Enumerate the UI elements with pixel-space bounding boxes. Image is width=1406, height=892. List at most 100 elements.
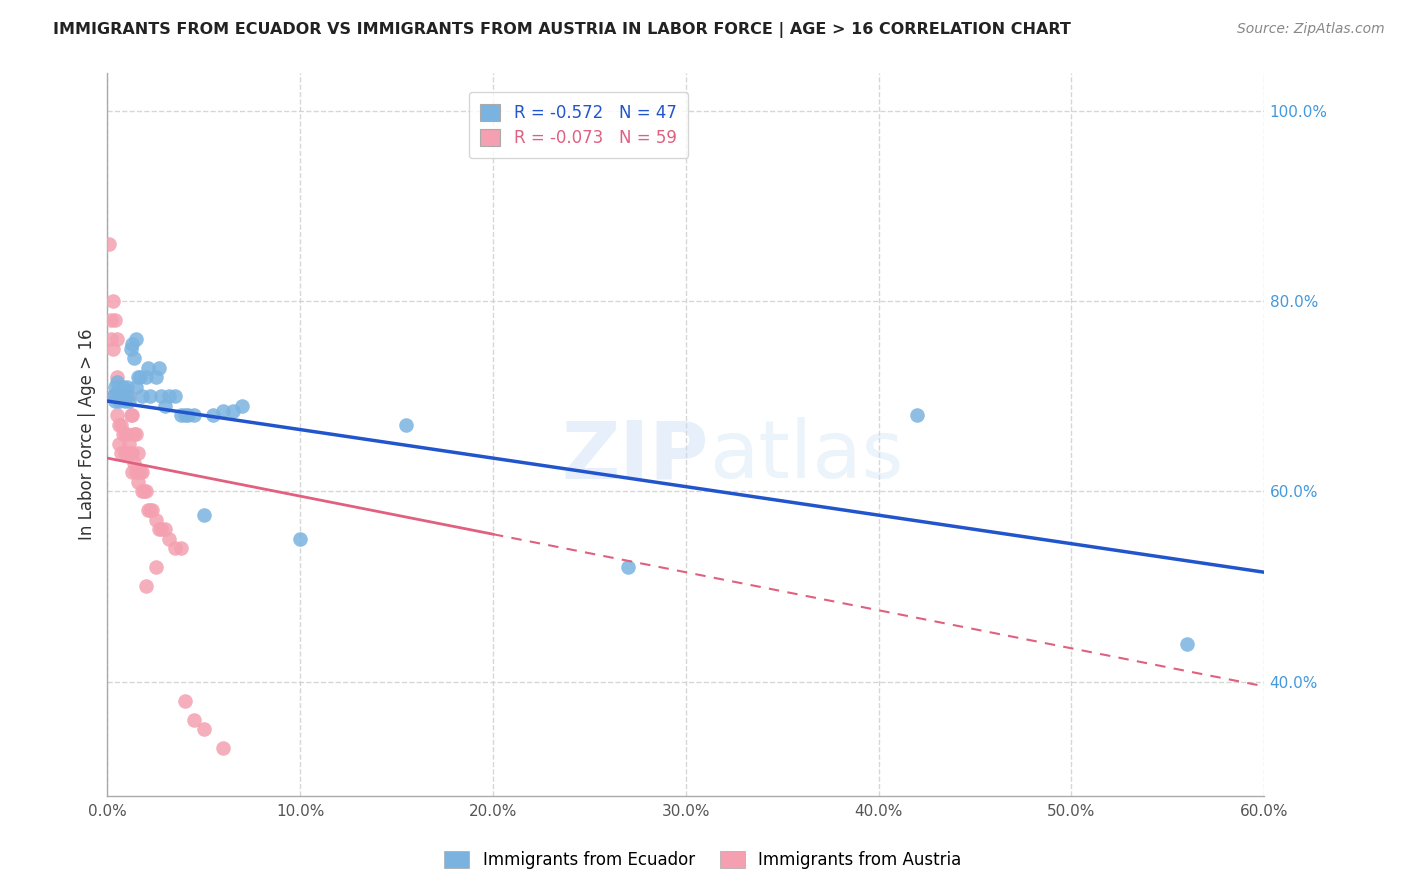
Point [1175,636,1198,650]
Point [111,389,134,403]
Point [117,389,139,403]
Point [105,375,128,389]
Point [114,446,136,460]
Point [129,370,152,384]
Point [131,484,153,499]
Point [288,532,311,546]
Point [173,693,195,707]
Point [111,380,134,394]
Y-axis label: In Labor Force | Age > 16: In Labor Force | Age > 16 [79,328,96,540]
Point [120,342,142,356]
Point [115,446,138,460]
Point [125,427,148,442]
Point [131,466,153,480]
Point [163,389,186,403]
Point [108,417,131,432]
Point [110,389,132,403]
Point [115,380,138,394]
Point [395,417,418,432]
Point [108,389,131,403]
Point [114,389,136,403]
Point [114,394,136,409]
Point [145,513,167,527]
Point [114,427,136,442]
Point [173,409,195,423]
Point [183,713,205,727]
Point [108,394,131,409]
Point [157,389,180,403]
Point [141,503,163,517]
Point [145,370,167,384]
Point [111,389,134,403]
Point [155,399,177,413]
Point [125,332,148,346]
Point [150,523,173,537]
Point [105,370,128,384]
Point [177,409,200,423]
Point [121,446,143,460]
Point [114,384,136,399]
Point [110,417,132,432]
Text: ZIP: ZIP [561,417,709,495]
Point [124,456,146,470]
Point [125,466,148,480]
Point [101,389,124,403]
Point [125,380,148,394]
Point [183,409,205,423]
Point [132,484,155,499]
Point [124,427,146,442]
Point [100,313,122,327]
Point [115,389,138,403]
Point [127,475,149,489]
Point [163,541,186,556]
Point [120,446,142,460]
Point [222,403,245,417]
Point [105,332,128,346]
Point [148,360,170,375]
Point [157,532,180,546]
Point [135,370,157,384]
Point [115,427,138,442]
Point [121,466,143,480]
Point [212,403,235,417]
Point [202,409,225,423]
Point [127,446,149,460]
Point [105,384,128,399]
Point [617,560,640,574]
Legend: R = -0.572   N = 47, R = -0.073   N = 59: R = -0.572 N = 47, R = -0.073 N = 59 [468,92,688,159]
Point [111,427,134,442]
Point [231,399,253,413]
Point [905,409,928,423]
Point [150,389,173,403]
Point [121,409,143,423]
Point [129,466,152,480]
Point [139,389,162,403]
Point [110,446,132,460]
Point [110,380,132,394]
Point [117,394,139,409]
Point [121,337,143,351]
Text: atlas: atlas [709,417,903,495]
Point [104,389,127,403]
Point [148,523,170,537]
Point [104,313,127,327]
Point [101,389,124,403]
Point [120,409,142,423]
Point [145,560,167,574]
Point [139,503,162,517]
Point [98,237,121,252]
Point [100,332,122,346]
Point [169,409,191,423]
Point [101,342,124,356]
Point [131,389,153,403]
Point [155,523,177,537]
Point [193,508,215,523]
Point [104,380,127,394]
Point [136,503,159,517]
Point [127,370,149,384]
Point [117,437,139,451]
Point [193,722,215,736]
Point [110,389,132,403]
Point [169,541,191,556]
Text: Source: ZipAtlas.com: Source: ZipAtlas.com [1237,22,1385,37]
